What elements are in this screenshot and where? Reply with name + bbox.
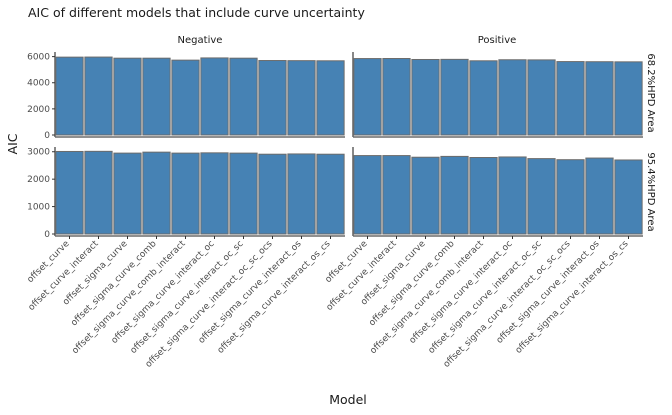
bar-offset-sigma-curve-comb-interact xyxy=(171,59,200,136)
y-tick-label: 3000 xyxy=(27,148,50,158)
bar-offset-sigma-curve xyxy=(113,57,142,136)
bar-offset-sigma-curve-interact-oc xyxy=(498,156,527,235)
chart-title: AIC of different models that include cur… xyxy=(28,5,365,20)
bar-offset-curve-interact xyxy=(84,56,113,136)
bar-offset-sigma-curve-interact-oc xyxy=(200,152,229,235)
bar-offset-sigma-curve xyxy=(411,156,440,235)
bar-offset-sigma-curve xyxy=(411,58,440,136)
bar-offset-sigma-curve-comb xyxy=(440,155,469,235)
bar-offset-sigma-curve xyxy=(113,152,142,235)
bar-offset-sigma-curve-comb-interact xyxy=(469,60,498,136)
bar-offset-sigma-curve-comb-interact xyxy=(171,152,200,235)
bar-offset-sigma-curve-comb-interact xyxy=(469,157,498,235)
facet-strip-68hpd: 68.2%HPD Area xyxy=(645,53,656,132)
x-axis-title: Model xyxy=(329,392,367,407)
bar-offset-sigma-curve-interact-os xyxy=(585,61,614,136)
bar-offset-sigma-curve-comb xyxy=(142,151,171,235)
bar-offset-sigma-curve-interact-os-cs xyxy=(614,61,643,136)
panels-layer: 0 2000 4000 6000 0 1000 2000 3000 offset_curveof… xyxy=(26,52,643,370)
y-axis-title: AIC xyxy=(5,133,20,154)
bar-offset-sigma-curve-interact-os-cs xyxy=(316,153,345,235)
bar-offset-sigma-curve-comb xyxy=(142,57,171,136)
bar-offset-curve xyxy=(353,155,382,235)
bar-offset-sigma-curve-interact-os xyxy=(287,60,316,136)
y-tick-label: 0 xyxy=(44,131,50,141)
bar-offset-sigma-curve-interact-oc xyxy=(498,59,527,136)
bar-offset-curve-interact xyxy=(382,155,411,235)
panel-negative-95-4-hpd-area: 0100020003000offset_curveoffset_curve_in… xyxy=(26,147,345,370)
panel-positive-68-2-hpd-area xyxy=(352,52,643,138)
bar-offset-sigma-curve-interact-os-cs xyxy=(614,159,643,235)
y-tick-label: 4000 xyxy=(27,79,50,89)
bar-offset-sigma-curve-interact-oc-sc-ocs xyxy=(556,61,585,136)
y-tick-label: 6000 xyxy=(27,53,50,63)
bar-offset-sigma-curve-interact-os xyxy=(585,157,614,235)
facet-strip-95hpd: 95.4%HPD Area xyxy=(645,152,656,231)
bar-offset-curve xyxy=(55,150,84,235)
bar-offset-sigma-curve-interact-oc-sc xyxy=(229,57,258,136)
bar-offset-curve xyxy=(55,56,84,136)
panel-positive-95-4-hpd-area: offset_curveoffset_curve_interactoffset_… xyxy=(324,147,643,370)
facet-strip-negative: Negative xyxy=(178,35,223,46)
bar-offset-sigma-curve-interact-os xyxy=(287,153,316,235)
bar-offset-sigma-curve-interact-oc-sc xyxy=(229,152,258,235)
y-tick-label: 2000 xyxy=(27,175,50,185)
bar-offset-sigma-curve-interact-oc-sc xyxy=(527,59,556,136)
bar-offset-sigma-curve-comb xyxy=(440,58,469,136)
bar-offset-sigma-curve-interact-oc-sc xyxy=(527,158,556,235)
y-tick-label: 2000 xyxy=(27,105,50,115)
bar-offset-sigma-curve-interact-oc-sc-ocs xyxy=(258,153,287,235)
bar-offset-curve-interact xyxy=(84,150,113,235)
bar-offset-sigma-curve-interact-oc-sc-ocs xyxy=(556,159,585,235)
bar-offset-sigma-curve-interact-oc xyxy=(200,57,229,136)
y-tick-label: 0 xyxy=(44,230,50,240)
bar-offset-curve-interact xyxy=(382,58,411,136)
bar-offset-sigma-curve-interact-oc-sc-ocs xyxy=(258,60,287,136)
facet-strip-positive: Positive xyxy=(478,35,517,46)
y-tick-label: 1000 xyxy=(27,203,50,213)
panel-negative-68-2-hpd-area: 0 2000 4000 6000 xyxy=(27,52,345,141)
bar-offset-curve xyxy=(353,58,382,136)
bar-offset-sigma-curve-interact-os-cs xyxy=(316,60,345,136)
